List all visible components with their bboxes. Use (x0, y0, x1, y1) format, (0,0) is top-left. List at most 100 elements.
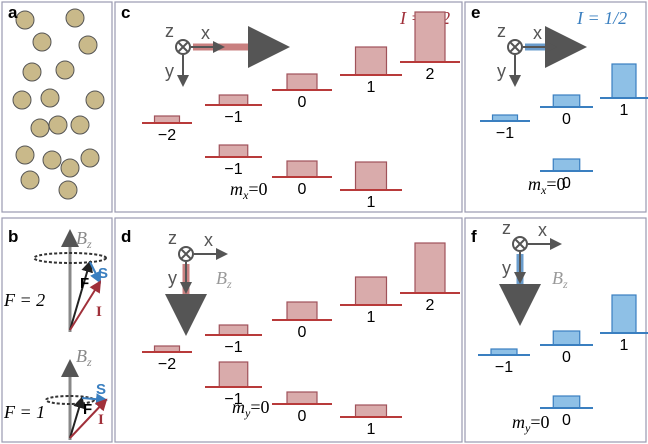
level-label: 1 (620, 337, 629, 354)
spin-label: I = 1/2 (576, 8, 627, 28)
population-bar (218, 324, 249, 336)
vector-label: S (98, 265, 108, 282)
vector-label: I (98, 412, 104, 428)
population-bar (354, 404, 388, 418)
population-bar (552, 158, 581, 172)
field-label: Bz (76, 346, 92, 369)
atom (78, 35, 98, 55)
axis-label: z (165, 21, 174, 41)
level-label: −1 (224, 391, 242, 408)
axis-label: y (502, 258, 511, 278)
level-label: 2 (426, 297, 435, 314)
vector-label: S (96, 381, 106, 398)
axis-label: z (502, 218, 511, 238)
atom (55, 60, 75, 80)
panel-label: c (121, 3, 130, 22)
atom (58, 180, 78, 200)
population-bar (218, 361, 249, 388)
panel-label: d (121, 227, 131, 246)
field-label: Bz (216, 268, 232, 291)
basis-label: my=0 (512, 412, 549, 435)
level-label: −1 (224, 161, 242, 178)
population-bar (286, 73, 318, 91)
level-label: 1 (367, 309, 376, 326)
axis-label: y (165, 61, 174, 81)
panel-label: e (471, 3, 480, 22)
atom (32, 32, 52, 52)
panel-label: a (8, 3, 18, 22)
level-label: 1 (367, 194, 376, 211)
population-bar (354, 276, 388, 306)
panel-label: b (8, 227, 18, 246)
z-axis (177, 41, 189, 53)
basis-label: mx=0 (230, 179, 267, 202)
level-label: −2 (158, 127, 176, 144)
basis-label: mx=0 (528, 174, 565, 197)
z-axis (509, 41, 521, 53)
population-bar (218, 144, 249, 158)
level-label: 0 (298, 408, 307, 425)
atom (15, 145, 35, 165)
population-bar (354, 46, 388, 76)
atom (30, 118, 50, 138)
vector-label: F (80, 275, 89, 292)
level-label: 1 (367, 79, 376, 96)
atom (22, 62, 42, 82)
vector-label: F (83, 401, 92, 418)
level-label: −1 (224, 339, 242, 356)
population-bar (611, 63, 637, 99)
axis-label: x (538, 220, 547, 240)
level-label: 0 (298, 324, 307, 341)
population-bar (552, 395, 581, 409)
population-bar (286, 391, 318, 405)
level-label: 1 (367, 421, 376, 438)
field-label: Bz (552, 268, 568, 291)
axis-label: x (533, 23, 542, 43)
population-bar (218, 94, 249, 106)
atom (12, 90, 32, 110)
axis-label: x (201, 23, 210, 43)
level-label: −2 (158, 356, 176, 373)
axis-label: z (497, 21, 506, 41)
population-bar (552, 94, 581, 108)
z-axis (514, 238, 526, 250)
level-label: 0 (562, 349, 571, 366)
atom (42, 150, 62, 170)
atom (20, 170, 40, 190)
basis-label: my=0 (232, 397, 269, 420)
population-bar (414, 242, 446, 294)
atom (70, 115, 90, 135)
atom (40, 88, 60, 108)
atom (15, 10, 35, 30)
level-label: 1 (620, 102, 629, 119)
population-bar (286, 301, 318, 321)
z-axis (180, 248, 192, 260)
atom (60, 158, 80, 178)
atom (85, 90, 105, 110)
axis-label: x (204, 230, 213, 250)
axis-label: z (168, 228, 177, 248)
atom (65, 8, 85, 28)
state-label: F = 2 (3, 290, 45, 310)
level-label: 0 (562, 175, 571, 192)
vector-label: I (96, 304, 102, 320)
axis-label: y (168, 268, 177, 288)
atom (80, 148, 100, 168)
level-label: −1 (224, 109, 242, 126)
axis-label: y (497, 61, 506, 81)
atom (48, 115, 68, 135)
state-label: F = 1 (3, 402, 45, 422)
spin-vectors (33, 229, 108, 440)
level-label: −1 (496, 125, 514, 142)
atom-array (12, 8, 105, 200)
level-label: 0 (298, 94, 307, 111)
panel-label: f (471, 227, 477, 246)
level-label: 0 (298, 181, 307, 198)
population-bar (611, 294, 637, 334)
level-label: 2 (426, 66, 435, 83)
population-bar (552, 330, 581, 346)
field-label: Bz (76, 228, 92, 251)
